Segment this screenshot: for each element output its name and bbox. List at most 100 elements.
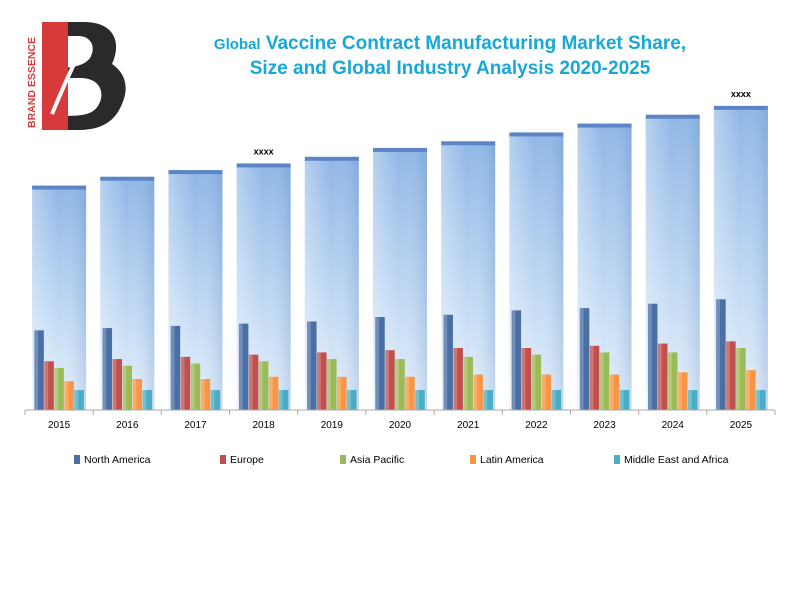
bar-asia-pacific-2020 [395,359,405,410]
legend-swatch-0 [74,455,80,464]
bar-highlight-2-2025 [736,348,740,410]
year-group-2016 [100,176,155,410]
bar-highlight-4-2022 [551,390,556,410]
bar-highlight-4-2021 [483,390,488,410]
bar-europe-2024 [657,343,668,410]
bar-europe-2023 [589,345,600,410]
bar-latin-america-2023 [609,374,620,410]
logo-arrow-icon [50,55,80,115]
bar-middle-east-and-africa-2025 [756,390,766,410]
legend-item-latin-america: Latin America [470,454,544,466]
bar-highlight-0-2024 [647,303,652,410]
bar-highlight-4-2016 [142,390,147,410]
bar-highlight-4-2018 [278,390,283,410]
bar-north-america-2022 [511,310,522,410]
total-bar-top-2021 [441,141,496,146]
bar-north-america-2018 [238,323,249,410]
x-tick-label-2019: 2019 [321,420,344,431]
bar-latin-america-2016 [132,379,143,410]
bar-highlight-2-2023 [599,352,604,410]
x-tick-label-2024: 2024 [662,420,685,431]
bar-highlight-1-2025 [726,341,730,410]
bar-latin-america-2018 [268,376,279,410]
bar-highlight-3-2021 [473,374,478,410]
bar-north-america-2021 [443,314,453,410]
bars-layer: xxxx xxxx [32,89,768,411]
bar-europe-2016 [112,359,123,410]
legend-label-2: Asia Pacific [350,454,404,466]
total-bar-top-2022 [509,132,564,137]
bar-highlight-4-2017 [210,390,215,410]
legend-item-asia-pacific: Asia Pacific [340,454,404,466]
legend-item-north-america: North America [74,454,151,466]
bar-latin-america-2020 [405,376,415,410]
bar-highlight-2-2017 [190,363,195,410]
legend-item-middle-east-and-africa: Middle East and Africa [614,454,729,466]
bar-north-america-2024 [647,303,658,410]
bar-asia-pacific-2023 [599,352,610,410]
bar-asia-pacific-2015 [54,367,64,410]
bar-highlight-0-2022 [511,310,516,410]
bar-highlight-4-2024 [687,390,692,410]
bar-latin-america-2025 [746,370,756,410]
bar-north-america-2015 [34,330,44,410]
bar-latin-america-2021 [473,374,483,410]
x-tick-label-2025: 2025 [730,420,753,431]
bar-highlight-3-2023 [609,374,614,410]
bar-highlight-3-2016 [132,379,137,410]
bar-latin-america-2015 [64,381,74,410]
bar-europe-2021 [453,348,463,410]
bar-north-america-2019 [307,321,317,410]
bar-latin-america-2017 [200,379,211,410]
legend-item-europe: Europe [220,454,264,466]
legend-swatch-4 [614,455,620,464]
total-bar-top-2016 [100,176,155,181]
x-tick-label-2015: 2015 [48,420,71,431]
legend-label-3: Latin America [480,454,544,466]
brand-essence-logo: BRAND ESSENCE [26,22,126,130]
x-tick-label-2018: 2018 [253,420,276,431]
total-bar-top-2020 [373,147,427,152]
logo-arrow-head-icon [74,44,84,60]
legend: North America Europe Asia Pacific Latin Ame… [74,454,729,466]
bar-highlight-0-2021 [443,314,448,410]
bar-north-america-2020 [375,317,385,410]
year-group-2024 [645,114,700,410]
bar-asia-pacific-2022 [531,354,542,410]
bar-europe-2017 [180,356,191,410]
bar-highlight-2-2020 [395,359,400,410]
bar-highlight-4-2023 [619,390,624,410]
title-prefix: Global [213,36,261,53]
bar-highlight-4-2015 [74,390,79,410]
bar-highlight-2-2024 [667,352,672,410]
bar-europe-2025 [726,341,736,410]
year-group-2025 [713,105,768,410]
year-group-2022 [509,132,564,410]
x-tick-label-2016: 2016 [116,420,139,431]
bar-highlight-3-2025 [746,370,750,410]
bar-highlight-0-2015 [34,330,39,410]
legend-label-4: Middle East and Africa [624,454,729,466]
bar-highlight-0-2017 [170,325,175,410]
bar-north-america-2017 [170,325,181,410]
bar-middle-east-and-africa-2022 [551,390,562,410]
bar-north-america-2025 [716,299,726,410]
bar-europe-2022 [521,348,532,410]
bar-highlight-1-2020 [385,350,390,410]
x-tick-label-2022: 2022 [525,420,548,431]
bar-middle-east-and-africa-2023 [619,390,630,410]
bar-north-america-2016 [102,328,113,410]
bar-highlight-1-2017 [180,356,185,410]
bar-highlight-0-2023 [579,308,584,410]
legend-swatch-1 [220,455,226,464]
x-tick-label-2020: 2020 [389,420,412,431]
bar-middle-east-and-africa-2020 [415,390,425,410]
bar-highlight-1-2018 [248,354,253,410]
bar-asia-pacific-2025 [736,348,746,410]
year-group-2020 [373,147,427,410]
bar-north-america-2023 [579,308,590,410]
year-group-2021 [441,141,496,411]
annotation-2018: xxxx [254,146,274,156]
legend-label-1: Europe [230,454,264,466]
bar-highlight-1-2019 [317,352,321,410]
